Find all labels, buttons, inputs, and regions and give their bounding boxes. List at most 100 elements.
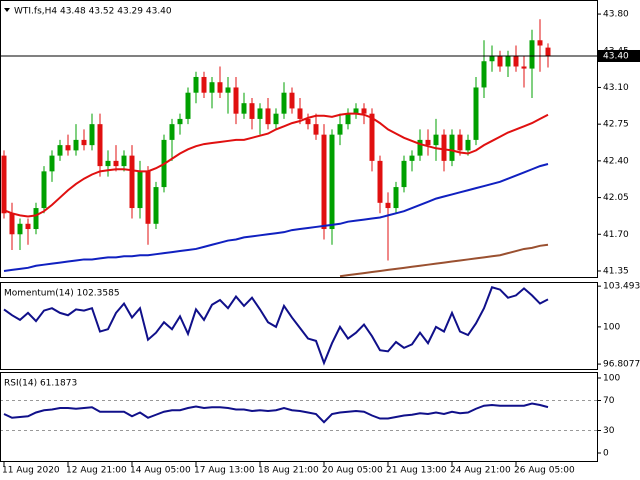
- panel: [3, 286, 549, 366]
- panel: [0, 19, 598, 278]
- candle-body: [305, 118, 311, 125]
- candle-body: [289, 92, 295, 109]
- candle-body: [281, 92, 287, 114]
- panel-frame: [0, 372, 598, 462]
- candle-body: [73, 139, 79, 151]
- x-tick-label: 26 Aug 05:00: [514, 466, 575, 476]
- candle-body: [81, 139, 87, 146]
- candle-body: [313, 124, 319, 135]
- menu-triangle: [4, 8, 10, 12]
- x-tick-label: 17 Aug 13:00: [194, 466, 255, 476]
- candle-body: [473, 87, 479, 140]
- candle-body: [345, 113, 351, 125]
- x-tick-label: 18 Aug 21:00: [258, 466, 319, 476]
- y-tick-label: 42.75: [603, 120, 629, 130]
- panel: [0, 400, 598, 431]
- candle-body: [241, 103, 247, 114]
- y-tick-label: 30: [603, 426, 615, 436]
- candle-body: [177, 118, 183, 125]
- candle-body: [1, 155, 7, 214]
- y-tick-label: 41.35: [603, 266, 629, 276]
- panel-frame: [0, 0, 598, 278]
- panel-title: WTI.fs,H4 43.48 43.52 43.29 43.40: [14, 7, 172, 17]
- candle-body: [521, 66, 527, 69]
- candle-body: [257, 108, 263, 119]
- candle-body: [361, 108, 367, 114]
- candle-body: [297, 108, 303, 119]
- candle-body: [265, 108, 271, 125]
- line-series: [3, 402, 549, 424]
- candle-body: [249, 103, 255, 119]
- candle-body: [481, 61, 487, 88]
- candle-body: [49, 155, 55, 172]
- candle-body: [57, 145, 63, 156]
- candle-body: [145, 171, 151, 224]
- line-series: [3, 112, 549, 218]
- candle-body: [457, 134, 463, 151]
- candle-body: [537, 40, 543, 46]
- candle-body: [121, 155, 127, 167]
- x-tick-label: 11 Aug 2020: [2, 466, 60, 476]
- candle-body: [505, 55, 511, 67]
- candle-body: [113, 160, 119, 167]
- candle-body: [393, 187, 399, 209]
- panel-title: Momentum(14) 102.3585: [4, 289, 120, 299]
- candle-body: [217, 82, 223, 93]
- candle-body: [545, 47, 551, 56]
- x-tick-label: 24 Aug 21:00: [450, 466, 511, 476]
- candle-body: [65, 145, 71, 151]
- candle-body: [89, 124, 95, 146]
- line-series: [3, 163, 549, 272]
- candle-body: [137, 171, 143, 209]
- candle-body: [401, 160, 407, 188]
- candle-body: [377, 160, 383, 203]
- candle-body: [169, 124, 175, 140]
- candle-body: [9, 213, 15, 235]
- price-label: 43.40: [603, 51, 629, 61]
- y-tick-label: 100: [603, 322, 620, 332]
- x-tick-label: 12 Aug 21:00: [66, 466, 127, 476]
- y-tick-label: 42.05: [603, 193, 629, 203]
- candle-body: [529, 40, 535, 69]
- candle-body: [193, 76, 199, 93]
- candle-body: [185, 92, 191, 119]
- candle-body: [497, 55, 503, 67]
- y-tick-label: 96.8077: [603, 360, 640, 370]
- candle-body: [489, 55, 495, 62]
- x-tick-label: 14 Aug 05:00: [130, 466, 191, 476]
- panel-title: RSI(14) 61.1873: [4, 379, 77, 389]
- y-tick-label: 43.10: [603, 83, 629, 93]
- y-tick-label: 100: [603, 374, 620, 384]
- y-tick-label: 41.70: [603, 230, 629, 240]
- candle-body: [209, 82, 215, 93]
- candle-body: [441, 134, 447, 161]
- x-tick-label: 21 Aug 13:00: [386, 466, 447, 476]
- line-series: [339, 243, 549, 278]
- candle-body: [353, 108, 359, 114]
- candle-body: [273, 113, 279, 125]
- candle-body: [449, 134, 455, 161]
- y-tick-label: 43.80: [603, 10, 629, 20]
- candle-body: [329, 134, 335, 230]
- candle-body: [25, 223, 31, 230]
- candle-body: [129, 155, 135, 209]
- candle-body: [17, 223, 23, 235]
- candle-body: [153, 187, 159, 224]
- candle-body: [201, 76, 207, 93]
- y-tick-label: 103.4936: [603, 282, 640, 292]
- y-tick-label: 42.40: [603, 156, 629, 166]
- candle-body: [513, 55, 519, 67]
- price-label-box: [598, 49, 640, 62]
- candle-body: [97, 124, 103, 167]
- candle-body: [465, 139, 471, 151]
- candle-body: [105, 160, 111, 167]
- candle-body: [425, 139, 431, 146]
- candle-body: [33, 208, 39, 230]
- x-tick-label: 20 Aug 05:00: [322, 466, 383, 476]
- candle-body: [337, 124, 343, 135]
- candle-body: [433, 134, 439, 146]
- candle-body: [369, 113, 375, 161]
- candle-body: [41, 171, 47, 209]
